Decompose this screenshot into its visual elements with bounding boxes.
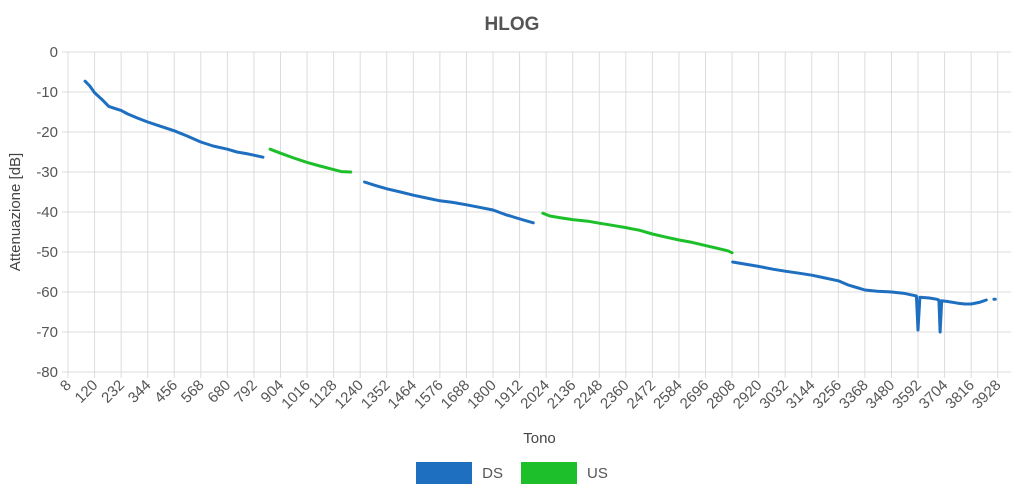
x-tick-label: 3480 <box>863 377 899 413</box>
x-tick-label: 568 <box>178 377 208 407</box>
x-tick-label: 2696 <box>677 377 713 413</box>
x-tick-label: 344 <box>125 377 155 407</box>
legend-swatch-ds <box>416 462 473 484</box>
x-tick-label: 3592 <box>889 377 925 413</box>
x-tick-label: 3032 <box>756 377 792 413</box>
x-tick-label: 3368 <box>836 377 872 413</box>
x-tick-label: 2472 <box>624 377 660 413</box>
y-tick-label: -50 <box>36 244 58 261</box>
y-tick-label: -40 <box>36 204 58 221</box>
x-tick-label: 1352 <box>358 377 394 413</box>
x-tick-label: 1800 <box>464 377 500 413</box>
x-tick-label: 3928 <box>969 377 1005 413</box>
x-tick-label: 2360 <box>597 377 633 413</box>
y-tick-label: -80 <box>36 364 58 381</box>
legend-label-us: US <box>587 464 608 482</box>
x-tick-label: 680 <box>204 377 234 407</box>
x-tick-label: 2808 <box>703 377 739 413</box>
x-tick-label: 2920 <box>730 377 766 413</box>
y-tick-label: -20 <box>36 124 58 141</box>
x-tick-label: 1464 <box>385 377 421 413</box>
series-line-ds <box>83 79 265 159</box>
x-tick-label: 232 <box>98 377 128 407</box>
chart-title: HLOG <box>484 14 540 35</box>
y-tick-label: -70 <box>36 324 58 341</box>
x-tick-label: 2584 <box>650 377 686 413</box>
x-tick-label: 456 <box>151 377 181 407</box>
x-tick-label: 3816 <box>942 377 978 413</box>
legend-swatch-us <box>521 462 577 484</box>
x-tick-label: 1576 <box>411 377 447 413</box>
x-axis-title: Tono <box>523 430 556 447</box>
x-tick-label: 8 <box>57 377 75 395</box>
x-tick-label: 2024 <box>517 377 553 413</box>
x-tick-label: 120 <box>72 377 102 407</box>
y-tick-label: -30 <box>36 164 58 181</box>
x-tick-label: 1688 <box>438 377 474 413</box>
x-tick-label: 792 <box>231 377 261 407</box>
legend: DS US <box>0 462 1024 484</box>
legend-item-us[interactable]: US <box>521 462 608 484</box>
x-tick-label: 1240 <box>331 377 367 413</box>
x-tick-label: 1912 <box>491 377 527 413</box>
x-tick-label: 1016 <box>278 377 314 413</box>
y-tick-label: -10 <box>36 84 58 101</box>
x-tick-label: 2248 <box>570 377 606 413</box>
x-tick-label: 3704 <box>916 377 952 413</box>
series-line-us <box>268 147 353 174</box>
y-axis-title: Attenuazione [dB] <box>7 153 24 271</box>
y-tick-label: -60 <box>36 284 58 301</box>
series-line-us <box>541 211 734 255</box>
legend-item-ds[interactable]: DS <box>416 462 503 484</box>
x-tick-label: 1128 <box>306 377 341 412</box>
legend-label-ds: DS <box>482 464 503 482</box>
series-line-ds <box>731 260 988 334</box>
x-tick-label: 2136 <box>544 377 580 413</box>
series-line-ds <box>363 180 535 225</box>
y-tick-label: 0 <box>50 44 58 61</box>
x-tick-label: 3256 <box>810 377 846 413</box>
x-tick-label: 3144 <box>783 377 819 413</box>
